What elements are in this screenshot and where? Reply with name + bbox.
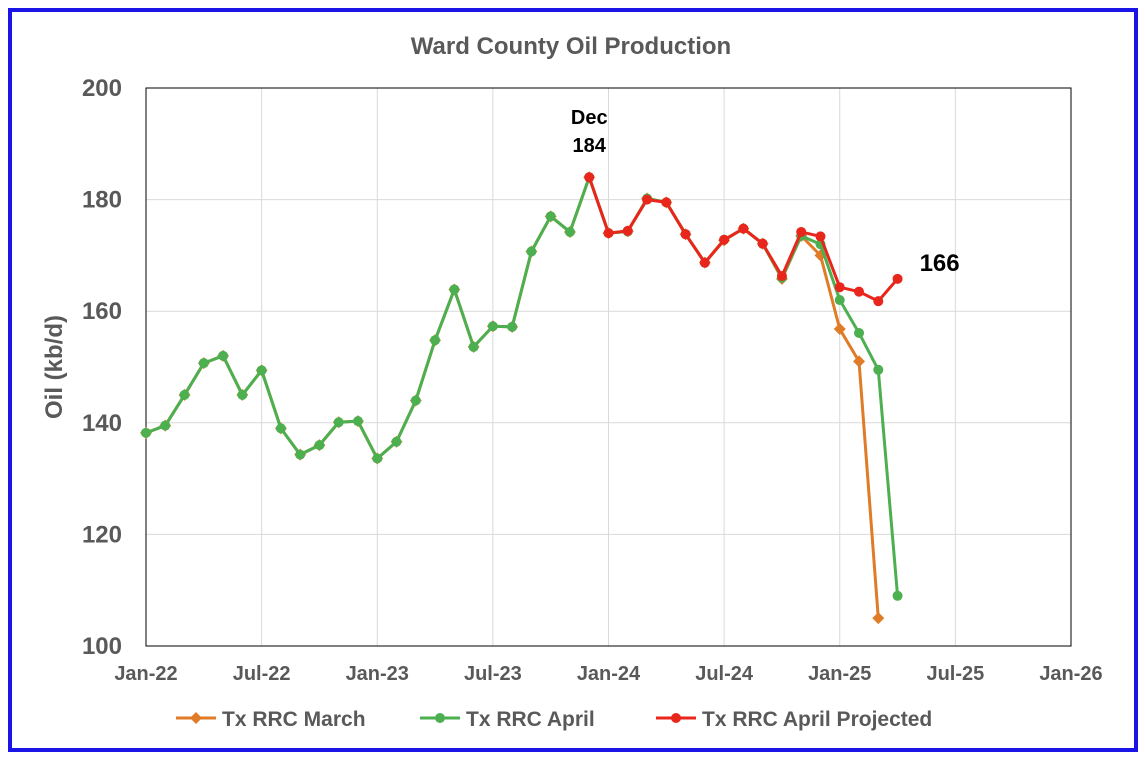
y-tick-label: 100	[82, 633, 122, 660]
legend-item-2: Tx RRC April	[420, 708, 595, 731]
y-axis-label: Oil (kb/d)	[41, 315, 68, 419]
series-2	[141, 172, 903, 601]
legend-item-1: Tx RRC March	[176, 708, 366, 731]
data-point	[564, 226, 575, 237]
legend-label: Tx RRC April	[466, 708, 595, 731]
y-tick-label: 180	[82, 187, 122, 214]
series-3	[584, 172, 903, 307]
x-tick-label: Jan-23	[346, 663, 409, 685]
data-point	[237, 389, 248, 400]
x-tick-label: Jan-22	[114, 663, 177, 685]
x-tick-label: Jul-25	[926, 663, 984, 685]
annotation-latest-value: 166	[920, 250, 960, 277]
x-tick-label: Jul-24	[695, 663, 754, 685]
data-point	[680, 229, 691, 240]
data-point	[738, 223, 749, 234]
data-point	[719, 234, 730, 245]
data-point	[372, 453, 383, 464]
y-tick-label: 120	[82, 521, 122, 548]
series-line	[145, 175, 880, 619]
data-point	[834, 282, 845, 293]
legend-item-3: Tx RRC April Projected	[656, 708, 932, 731]
data-point	[160, 420, 171, 431]
data-point	[487, 321, 498, 332]
data-point	[179, 389, 190, 400]
data-point	[352, 416, 363, 427]
x-tick-label: Jul-23	[464, 663, 522, 685]
gridlines	[145, 87, 1072, 647]
series-line	[587, 176, 899, 303]
y-tick-label: 160	[82, 298, 122, 325]
legend-swatch-marker	[190, 712, 202, 724]
data-point	[815, 231, 826, 242]
data-point	[449, 284, 460, 295]
data-point	[854, 286, 865, 297]
data-point	[468, 341, 479, 352]
data-point	[796, 226, 807, 237]
annotation-peak-value: 184	[573, 135, 607, 157]
data-point	[776, 271, 787, 282]
data-point	[333, 417, 344, 428]
chart-title: Ward County Oil Production	[411, 33, 731, 60]
x-tick-label: Jul-22	[233, 663, 291, 685]
data-point	[295, 449, 306, 460]
data-point	[275, 423, 286, 434]
data-point	[642, 194, 653, 205]
y-tick-label: 140	[82, 410, 122, 437]
legend-label: Tx RRC April Projected	[702, 708, 932, 731]
data-point	[314, 440, 325, 451]
annotations: Dec 184 166	[571, 107, 960, 277]
data-point	[218, 350, 229, 361]
legend: Tx RRC March Tx RRC April Tx RRC April Pro…	[176, 708, 932, 731]
x-tick-label: Jan-25	[808, 663, 871, 685]
data-point	[410, 395, 421, 406]
legend-swatch-marker	[671, 713, 681, 723]
data-point	[622, 225, 633, 236]
data-point	[603, 228, 614, 239]
data-point	[198, 358, 209, 369]
chart-frame	[8, 8, 1138, 752]
data-point	[661, 197, 672, 208]
data-point	[256, 365, 267, 376]
data-point	[584, 172, 595, 183]
x-tick-label: Jan-26	[1039, 663, 1102, 685]
series-layer	[140, 171, 903, 625]
x-axis-ticks: Jan-22 Jul-22 Jan-23 Jul-23 Jan-24 Jul-24 Jan-…	[114, 663, 1102, 685]
data-point	[873, 364, 884, 375]
legend-label: Tx RRC March	[222, 708, 366, 731]
data-point	[507, 321, 518, 332]
data-point	[872, 612, 885, 625]
data-point	[892, 590, 903, 601]
data-point	[699, 257, 710, 268]
y-tick-label: 200	[82, 75, 122, 102]
annotation-dec: Dec	[571, 107, 608, 129]
data-point	[391, 436, 402, 447]
data-point	[141, 427, 151, 438]
x-tick-label: Jan-24	[577, 663, 641, 685]
y-axis-ticks: 100 120 140 160 180 200	[82, 75, 122, 660]
data-point	[833, 323, 846, 336]
data-point	[873, 296, 884, 307]
data-point	[892, 273, 903, 284]
data-point	[430, 335, 441, 346]
data-point	[834, 295, 845, 306]
legend-swatch-marker	[435, 713, 445, 723]
data-point	[526, 246, 537, 257]
series-line	[145, 175, 900, 596]
data-point	[853, 355, 866, 368]
data-point	[757, 238, 768, 249]
series-1	[140, 171, 885, 625]
plot-area-border	[145, 87, 1072, 647]
data-point	[854, 327, 865, 338]
data-point	[545, 211, 556, 222]
